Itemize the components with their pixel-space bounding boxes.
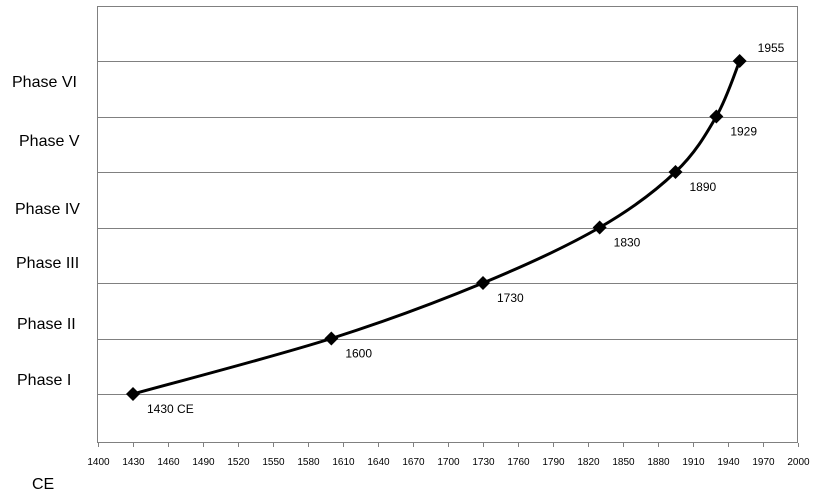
x-tick-label: 1430 (122, 457, 145, 468)
x-tick-label: 1670 (402, 457, 425, 468)
data-label: 1830 (614, 236, 641, 250)
data-point-marker (476, 276, 490, 290)
data-point-marker (668, 165, 683, 179)
x-axis-label: CE (32, 476, 55, 493)
y-category-label: Phase I (17, 372, 72, 389)
series-line (132, 60, 742, 396)
x-tick-label: 1970 (752, 457, 775, 468)
data-labels: 1430 CE 1600 1730 1830 1890 1929 1955 (147, 41, 785, 416)
data-label: 1730 (497, 291, 524, 305)
x-tick-label: 1610 (332, 457, 355, 468)
x-tick-label: 1850 (612, 457, 635, 468)
data-point-marker (709, 109, 724, 124)
data-label: 1890 (690, 180, 717, 194)
plot-area (97, 6, 798, 443)
x-tick-label: 1790 (542, 457, 565, 468)
x-tick-label: 1700 (437, 457, 460, 468)
x-tick-label: 1460 (157, 457, 180, 468)
data-markers (126, 54, 747, 401)
x-tick-label: 2000 (787, 457, 810, 468)
data-point-marker (126, 387, 140, 401)
x-tick-label: 1580 (297, 457, 320, 468)
x-tick-label: 1550 (262, 457, 285, 468)
y-category-label: Phase II (17, 316, 76, 333)
x-tick-label: 1880 (647, 457, 670, 468)
y-category-label: Phase III (16, 255, 80, 272)
data-label: 1955 (758, 41, 785, 55)
x-tick-label: 1730 (472, 457, 495, 468)
x-tick-label: 1520 (227, 457, 250, 468)
y-category-label: Phase V (19, 133, 80, 150)
data-point-marker (732, 54, 747, 68)
x-tick-label: 1940 (717, 457, 740, 468)
grid-lines (98, 61, 798, 395)
data-point-marker (324, 331, 339, 346)
data-label: 1430 CE (147, 402, 194, 416)
x-tick-label: 1640 (367, 457, 390, 468)
x-tick-label: 1490 (192, 457, 215, 468)
data-label: 1929 (730, 125, 757, 139)
x-tick-label: 1400 (87, 457, 110, 468)
data-label: 1600 (345, 347, 372, 361)
x-tick-label: 1910 (682, 457, 705, 468)
x-tick-label: 1820 (577, 457, 600, 468)
x-tick-label: 1760 (507, 457, 530, 468)
data-point-marker (592, 220, 607, 235)
x-axis-ticks: 1400 1430 1460 1490 1520 1550 1580 1610 1640 1670… (87, 443, 810, 468)
y-category-label: Phase IV (15, 201, 80, 218)
y-category-label: Phase VI (12, 74, 77, 91)
